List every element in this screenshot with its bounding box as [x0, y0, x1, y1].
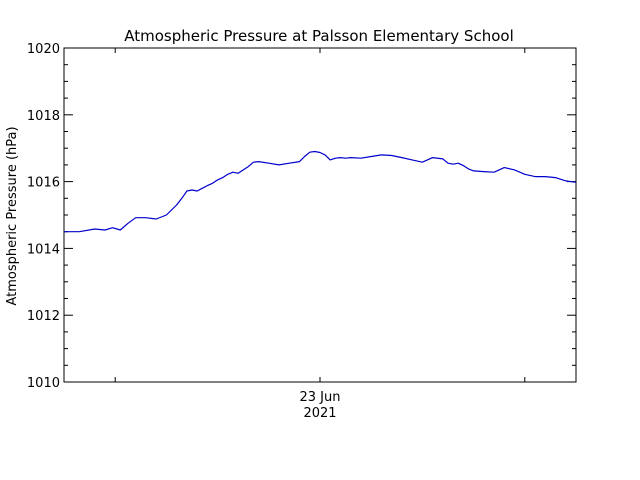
y-axis-label: Atmospheric Pressure (hPa) [5, 126, 20, 305]
y-tick-label: 1010 [27, 376, 60, 391]
y-tick-label: 1020 [27, 42, 60, 57]
x-axis-ticks [114, 48, 526, 382]
y-axis-tick-labels: 1010 1012 1014 1016 1018 1020 [27, 42, 60, 391]
y-tick-label: 1014 [27, 242, 60, 257]
chart-title: Atmospheric Pressure at Palsson Elementa… [124, 27, 513, 45]
plot-frame [63, 47, 577, 383]
y-tick-label: 1018 [27, 109, 60, 124]
plot-border [63, 47, 577, 383]
x-tick-label-date: 23 Jun [300, 390, 341, 405]
y-axis-ticks [64, 47, 576, 383]
y-tick-label: 1012 [27, 309, 60, 324]
series-layer [64, 150, 577, 233]
x-tick-label-year: 2021 [303, 406, 336, 421]
series-line-0 [64, 150, 577, 233]
y-tick-label: 1016 [27, 176, 60, 191]
